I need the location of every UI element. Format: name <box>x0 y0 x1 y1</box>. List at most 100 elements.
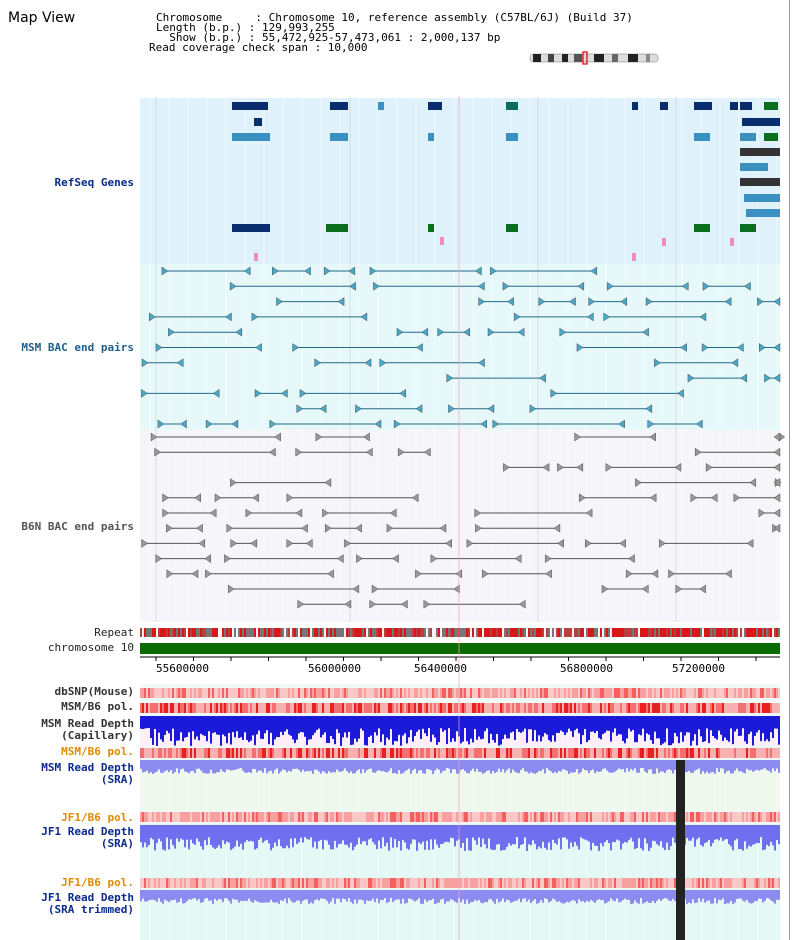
end-marker <box>327 569 334 579</box>
jf1-pol-label-2[interactable]: JF1/B6 pol. <box>61 876 134 889</box>
end-marker <box>369 599 377 609</box>
end-marker <box>694 447 702 457</box>
msm-cap-depth-label-1[interactable]: MSM Read Depth <box>41 717 134 730</box>
end-marker <box>161 266 169 276</box>
end-marker <box>205 569 212 579</box>
end-marker <box>352 584 360 594</box>
jf1-depth-label-1[interactable]: JF1 Read Depth <box>41 825 134 838</box>
refseq-gene <box>330 133 348 141</box>
end-marker <box>424 447 431 457</box>
end-marker <box>274 432 281 442</box>
jf1-pol-label-1[interactable]: JF1/B6 pol. <box>61 811 134 824</box>
end-marker <box>773 523 781 533</box>
end-marker <box>319 404 327 414</box>
msm-bac-label[interactable]: MSM BAC end pairs <box>21 341 134 354</box>
b6n-bac-label[interactable]: B6N BAC end pairs <box>21 520 134 533</box>
end-marker <box>725 569 732 579</box>
end-marker <box>363 432 370 442</box>
refseq-pseudogene <box>632 253 636 261</box>
end-marker <box>254 389 262 398</box>
refseq-label[interactable]: RefSeq Genes <box>54 176 134 189</box>
end-marker <box>369 266 377 276</box>
axis-tick-label: 57200000 <box>672 662 725 675</box>
end-marker <box>416 343 423 352</box>
jf1-trim-depth-label-2: (SRA trimmed) <box>47 903 134 916</box>
end-marker <box>453 584 460 594</box>
read-depth-tracks[interactable] <box>140 716 780 904</box>
end-marker <box>773 373 781 383</box>
end-marker <box>252 493 259 503</box>
end-marker <box>371 584 379 594</box>
msm-b6-pol-label-2[interactable]: MSM/B6 pol. <box>61 745 134 758</box>
b6n-bac-features[interactable] <box>141 432 786 609</box>
repeat-track[interactable] <box>140 628 780 637</box>
end-marker <box>176 358 184 368</box>
end-marker <box>364 358 372 368</box>
end-marker <box>773 297 781 306</box>
show-range-info: Show (b.p.) : 55,472,925-57,473,061 : 2,… <box>156 31 501 44</box>
end-marker <box>157 419 165 429</box>
msm-bac-features[interactable] <box>141 266 781 429</box>
chromosome-bar[interactable] <box>140 643 780 654</box>
end-marker <box>374 419 382 429</box>
end-marker <box>746 539 754 548</box>
end-marker <box>295 447 303 457</box>
end-marker <box>545 569 552 579</box>
end-marker <box>349 281 356 291</box>
end-marker <box>299 389 307 398</box>
refseq-gene <box>506 102 518 110</box>
refseq-track-bg <box>140 98 780 264</box>
end-marker <box>478 281 485 291</box>
axis-tick-label: 55600000 <box>156 662 209 675</box>
refseq-gene <box>330 102 348 110</box>
repeat-label[interactable]: Repeat <box>94 626 134 639</box>
jf1-depth-label-2: (SRA) <box>100 837 134 850</box>
end-marker <box>559 327 567 337</box>
end-marker <box>773 432 781 442</box>
end-marker <box>276 297 283 306</box>
end-marker <box>209 508 217 518</box>
end-marker <box>651 569 659 579</box>
dbsnp-label[interactable]: dbSNP(Mouse) <box>54 685 134 698</box>
end-marker <box>620 297 627 306</box>
end-marker <box>392 554 399 563</box>
end-marker <box>724 297 732 306</box>
refseq-gene <box>744 194 780 202</box>
end-marker <box>557 539 564 548</box>
b6n-bac-track-bg <box>140 430 780 622</box>
refseq-gene <box>428 224 434 232</box>
end-marker <box>576 463 584 472</box>
end-marker <box>194 493 201 503</box>
chromosome-ideogram[interactable] <box>529 51 659 65</box>
msm-sra-depth-label-1[interactable]: MSM Read Depth <box>41 761 134 774</box>
end-marker <box>411 493 419 503</box>
end-marker <box>348 266 356 276</box>
end-marker <box>214 493 222 503</box>
end-marker <box>687 373 695 383</box>
msm-b6-pol-label[interactable]: MSM/B6 pol. <box>61 700 134 713</box>
end-marker <box>379 358 387 368</box>
end-marker <box>272 266 279 276</box>
end-marker <box>773 508 781 518</box>
end-marker <box>155 343 163 352</box>
end-marker <box>569 297 576 306</box>
end-marker <box>226 523 234 533</box>
end-marker <box>421 327 429 337</box>
heatmap-tracks[interactable] <box>140 688 780 888</box>
end-marker <box>487 327 495 337</box>
vertical-grid <box>149 96 778 940</box>
end-marker <box>386 523 394 533</box>
end-marker <box>517 327 525 337</box>
end-marker <box>466 539 474 548</box>
end-marker <box>205 419 213 429</box>
refseq-features[interactable] <box>232 102 780 261</box>
end-marker <box>690 493 698 503</box>
end-marker <box>606 281 614 291</box>
end-marker <box>699 312 707 322</box>
end-marker <box>286 493 294 503</box>
end-marker <box>196 523 203 533</box>
chromosome-label[interactable]: chromosome 10 <box>47 641 134 654</box>
axis-tick-label: 56000000 <box>308 662 361 675</box>
jf1-trim-depth-label-1[interactable]: JF1 Read Depth <box>41 891 134 904</box>
